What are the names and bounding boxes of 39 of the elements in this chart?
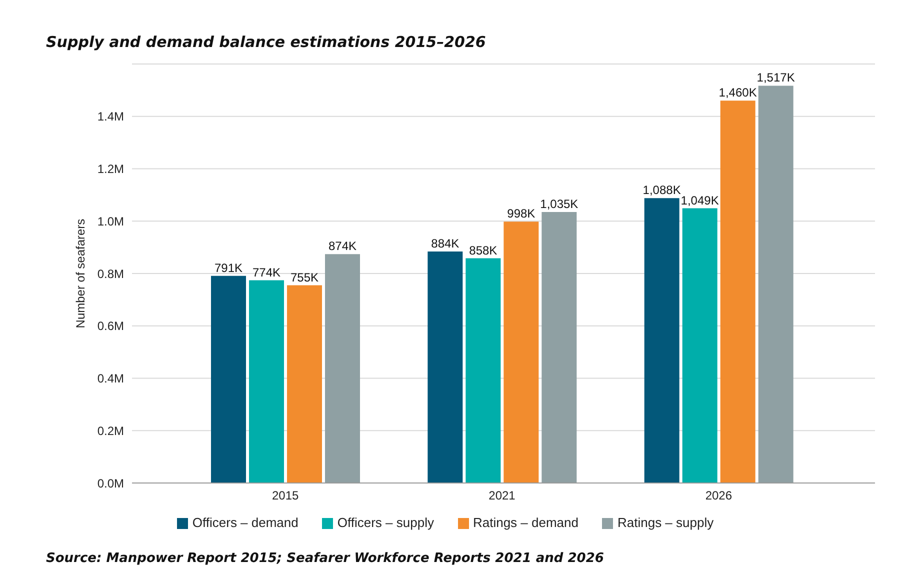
data-label: 874K [328,239,357,254]
y-tick-label: 0.8M [97,266,124,281]
source-note: Source: Manpower Report 2015; Seafarer Workforce Reports 2021 and 2026 [46,551,604,566]
y-tick-label: 1.4M [97,110,124,124]
y-tick-label: 0.4M [97,372,124,386]
y-axis-title: Number of seafarers [73,218,88,328]
y-tick-label: 0.0M [97,476,124,490]
data-label: 791K [214,260,243,275]
bar [287,285,322,483]
y-tick-label: 1.2M [97,162,124,176]
legend-label: Officers – demand [192,515,298,530]
bar [682,208,718,483]
x-tick-label: 2015 [272,488,300,503]
x-tick-label: 2021 [488,488,516,503]
data-label: 998K [507,206,536,221]
y-tick-label: 1.0M [97,214,124,228]
x-tick-label: 2026 [705,488,732,503]
legend-label: Officers – supply [337,515,434,530]
bar [428,252,463,483]
bar [466,258,501,483]
data-label: 1,049K [680,193,719,208]
bar [211,276,246,483]
bar [720,100,756,483]
data-label: 1,517K [756,70,795,85]
legend-label: Ratings – demand [472,515,578,530]
data-label: 858K [469,243,498,258]
data-label: 774K [252,265,281,280]
y-tick-label: 0.6M [97,319,124,334]
bar [504,222,539,483]
data-label: 1,088K [642,183,681,198]
legend-label: Ratings – supply [617,515,714,530]
data-label: 884K [431,236,460,251]
data-label: 1,035K [540,196,578,211]
chart-title: Supply and demand balance estimations 2015–2026 [46,33,486,51]
y-tick-label: 0.2M [97,424,124,438]
data-label: 1,460K [718,86,757,100]
bar [644,198,680,483]
bar [249,280,284,483]
data-label: 755K [290,270,319,284]
